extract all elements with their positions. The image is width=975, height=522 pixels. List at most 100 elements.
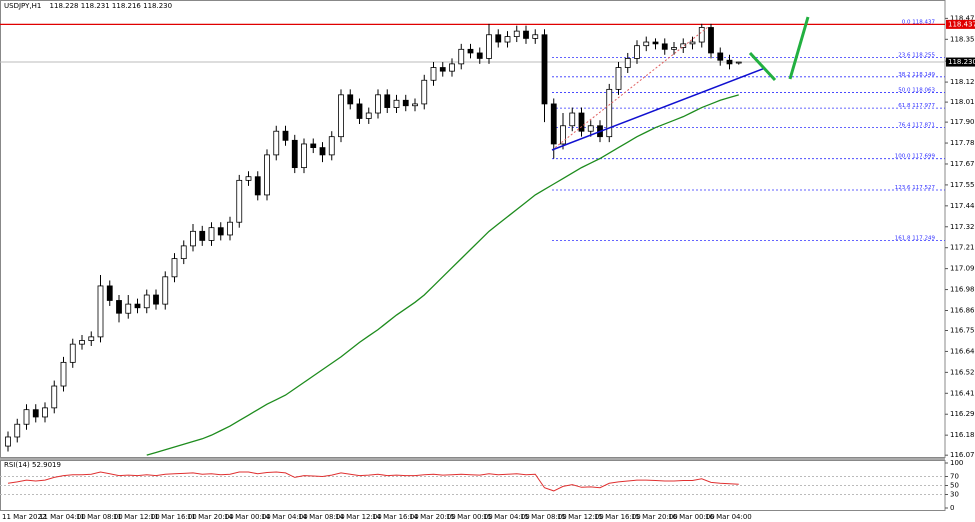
fib-ratio: 61.8 bbox=[898, 103, 911, 109]
candle-body bbox=[236, 179, 243, 223]
fib-label: 123.6 117.527 bbox=[895, 185, 936, 191]
fib-price: 118.255 bbox=[912, 52, 935, 58]
candle-body bbox=[671, 47, 677, 50]
candle-body bbox=[467, 48, 474, 54]
fib-ratio: 23.6 bbox=[898, 52, 911, 58]
candle-body bbox=[643, 41, 650, 47]
y-tick-label: 116.865 bbox=[950, 306, 975, 314]
candle-body bbox=[421, 79, 428, 105]
candle-body bbox=[42, 407, 48, 418]
candle-body bbox=[273, 130, 280, 156]
fib-ratio: 76.4 bbox=[898, 122, 911, 128]
x-tick-label: 16 Mar 04:00 bbox=[705, 513, 752, 521]
y-tick-label: 117.095 bbox=[950, 265, 975, 273]
y-tick-label: 117.785 bbox=[950, 139, 975, 147]
y-tick-label: 0 bbox=[950, 504, 954, 512]
candle-body bbox=[532, 34, 539, 39]
candle-body bbox=[606, 88, 613, 138]
candle-body bbox=[439, 67, 446, 72]
candle-body bbox=[476, 52, 483, 59]
candle-body bbox=[153, 294, 159, 305]
x-tick-label: 15 Mar 04:00 bbox=[483, 513, 530, 521]
y-tick-label: 118.010 bbox=[950, 98, 975, 106]
rsi-name: RSI(14) bbox=[4, 461, 30, 469]
high-value: 118.231 bbox=[81, 2, 110, 10]
y-tick-label: 118.355 bbox=[950, 35, 975, 43]
fib-price: 117.977 bbox=[912, 103, 935, 109]
candle-body bbox=[291, 139, 298, 169]
candle-body bbox=[125, 303, 132, 314]
fib-label: 76.4 117.871 bbox=[898, 122, 935, 128]
candle-body bbox=[319, 147, 326, 156]
arrow-down bbox=[748, 51, 777, 82]
candle-body bbox=[615, 67, 622, 90]
candle-body bbox=[245, 176, 252, 181]
candle-body bbox=[689, 41, 696, 45]
fib-ratio: 38.2 bbox=[898, 71, 910, 77]
candle-body bbox=[523, 30, 529, 39]
x-tick-label: 14 Mar 20:00 bbox=[409, 513, 456, 521]
y-tick-label: 117.440 bbox=[950, 202, 975, 210]
y-tick-label: 70 bbox=[950, 473, 959, 481]
fib-anchor-line bbox=[551, 26, 709, 151]
candle-body bbox=[171, 258, 178, 278]
candle-body bbox=[254, 176, 261, 196]
open-value: 118.228 bbox=[50, 2, 79, 10]
y-tick-label: 116.180 bbox=[950, 431, 975, 439]
low-value: 118.216 bbox=[112, 2, 141, 10]
candle-body bbox=[14, 423, 21, 438]
candle-body bbox=[5, 436, 11, 447]
candle-body bbox=[430, 67, 437, 81]
candle-body bbox=[652, 41, 659, 45]
fib-label: 50.0 118.063 bbox=[898, 87, 935, 93]
fib-price: 117.699 bbox=[912, 153, 935, 159]
fib-label: 23.6 118.255 bbox=[898, 52, 935, 58]
x-tick-label: 15 Mar 00:00 bbox=[446, 513, 493, 521]
candle-body bbox=[578, 112, 585, 132]
candle-body bbox=[393, 99, 400, 108]
fib-ratio: 0.0 bbox=[902, 19, 911, 25]
candle-body bbox=[356, 103, 363, 119]
candle-body bbox=[449, 63, 455, 72]
candle-body bbox=[513, 30, 520, 37]
x-tick-label: 14 Mar 16:00 bbox=[372, 513, 419, 521]
candle-body bbox=[402, 99, 409, 107]
fib-label: 61.8 117.977 bbox=[898, 103, 935, 109]
candle-body bbox=[60, 361, 67, 387]
candle-body bbox=[458, 48, 465, 65]
candle-body bbox=[199, 230, 206, 241]
candle-body bbox=[32, 409, 39, 418]
y-tick-label: 30 bbox=[950, 491, 959, 499]
rsi-header: RSI(14) 52.9019 bbox=[4, 461, 61, 469]
x-tick-label: 15 Mar 16:00 bbox=[594, 513, 641, 521]
fib-ratio: 50.0 bbox=[898, 87, 911, 93]
candle-body bbox=[227, 221, 233, 236]
candle-body bbox=[587, 125, 594, 132]
fib-price: 118.063 bbox=[912, 87, 935, 93]
candle-body bbox=[486, 34, 492, 59]
rsi-value: 52.9019 bbox=[32, 461, 61, 469]
plot-layer: 118.470118.355118.235118.120118.010117.9… bbox=[0, 14, 975, 521]
candle-body bbox=[51, 385, 58, 409]
fib-ratio: 123.6 bbox=[895, 185, 911, 191]
y-tick-label: 100 bbox=[950, 459, 963, 467]
x-tick-label: 15 Mar 20:00 bbox=[631, 513, 678, 521]
fib-label: 38.2 118.149 bbox=[898, 71, 935, 77]
candle-body bbox=[143, 294, 150, 309]
candle-body bbox=[735, 61, 742, 64]
chart-header: USDJPY,H1 118.228 118.231 118.216 118.23… bbox=[4, 2, 172, 10]
resistance-price: 118.437 bbox=[948, 20, 975, 28]
candle-body bbox=[495, 34, 502, 43]
candle-body bbox=[569, 112, 576, 127]
candle-body bbox=[624, 58, 631, 68]
y-tick-label: 116.755 bbox=[950, 327, 975, 335]
x-tick-label: 11 Mar 16:00 bbox=[150, 513, 197, 521]
candle-body bbox=[301, 143, 307, 169]
fib-label: 0.0 118.437 bbox=[902, 19, 936, 25]
fib-price: 117.527 bbox=[912, 185, 935, 191]
candle-body bbox=[106, 285, 113, 301]
candle-body bbox=[384, 94, 391, 108]
candle-body bbox=[365, 112, 372, 119]
